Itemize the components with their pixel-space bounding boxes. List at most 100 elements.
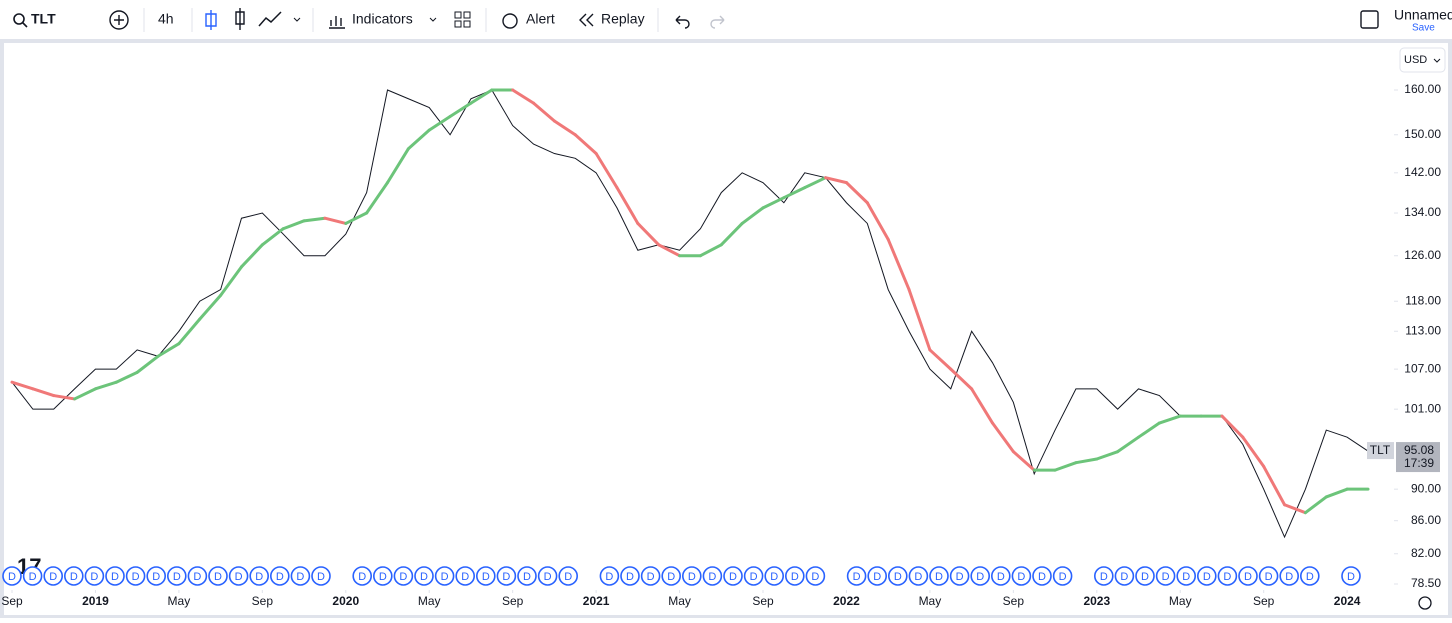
moving-average bbox=[1116, 435, 1141, 454]
symbol-search[interactable]: TLT bbox=[13, 11, 56, 28]
dividend-marker bbox=[187, 566, 208, 586]
search-icon bbox=[22, 22, 28, 28]
candles-icon[interactable] bbox=[205, 10, 217, 30]
dropdown[interactable] bbox=[429, 17, 437, 22]
moving-average bbox=[970, 387, 994, 425]
dividend-marker bbox=[1300, 566, 1320, 586]
interval[interactable]: 4h bbox=[158, 11, 174, 27]
moving-average bbox=[719, 221, 744, 247]
alert-icon bbox=[502, 13, 518, 29]
dividend-marker bbox=[475, 566, 496, 586]
moving-average bbox=[782, 186, 807, 200]
dividend-label: D bbox=[647, 571, 655, 583]
dividend-marker bbox=[743, 566, 764, 586]
dividend-label: D bbox=[544, 571, 552, 583]
x-tick-label: Sep bbox=[1, 594, 23, 608]
dividend-label: D bbox=[1182, 571, 1190, 583]
dividend-marker bbox=[1032, 566, 1052, 586]
moving-average bbox=[573, 133, 598, 156]
y-tick-label: 126.00 bbox=[1404, 248, 1441, 262]
dividend-label: D bbox=[688, 571, 696, 583]
dividend-marker bbox=[496, 566, 517, 586]
moving-average bbox=[1011, 450, 1036, 472]
dividend-label: D bbox=[1347, 571, 1355, 583]
dividend-marker bbox=[949, 566, 970, 586]
dividend-label: D bbox=[914, 571, 922, 583]
moving-average bbox=[281, 219, 306, 231]
moving-average bbox=[615, 186, 640, 225]
add-symbol[interactable] bbox=[109, 10, 129, 30]
undo[interactable] bbox=[675, 15, 690, 29]
moving-average bbox=[323, 216, 348, 225]
dropdown bbox=[1433, 58, 1441, 63]
x-tick-label: 2024 bbox=[1334, 594, 1361, 608]
y-tick-label: 107.00 bbox=[1404, 361, 1441, 375]
x-tick-label: 2023 bbox=[1083, 594, 1110, 608]
dividend-marker bbox=[146, 566, 166, 586]
moving-average bbox=[73, 387, 97, 401]
search-icon bbox=[13, 13, 25, 25]
dividend-label: D bbox=[976, 571, 984, 583]
dividend-label: D bbox=[729, 571, 737, 583]
dividend-marker bbox=[517, 566, 537, 586]
dividend-label: D bbox=[132, 571, 140, 583]
x-tick-label: Sep bbox=[502, 594, 524, 608]
y-tick-label: 101.00 bbox=[1404, 401, 1441, 415]
moving-average bbox=[949, 367, 974, 391]
moving-average bbox=[344, 211, 369, 225]
dividend-marker bbox=[1217, 566, 1238, 586]
layout-name[interactable]: Unnamed bbox=[1394, 7, 1452, 23]
currency-button[interactable] bbox=[1399, 47, 1446, 73]
y-tick-label: 160.00 bbox=[1404, 82, 1441, 96]
dividend-label: D bbox=[1244, 571, 1252, 583]
y-tick-label: 86.00 bbox=[1411, 513, 1441, 527]
moving-average bbox=[469, 88, 494, 105]
dividend-label: D bbox=[791, 571, 799, 583]
moving-average bbox=[865, 201, 890, 241]
dividend-label: D bbox=[214, 571, 222, 583]
dividend-marker bbox=[414, 566, 434, 586]
dividend-label: D bbox=[1100, 571, 1108, 583]
moving-average bbox=[824, 176, 848, 185]
dividend-label: D bbox=[1059, 571, 1067, 583]
moving-average bbox=[1053, 461, 1078, 472]
moving-average bbox=[803, 176, 828, 190]
moving-average bbox=[156, 342, 181, 358]
moving-average bbox=[1283, 503, 1307, 515]
alert[interactable]: Alert bbox=[526, 11, 555, 27]
replay[interactable]: Replay bbox=[601, 11, 645, 27]
dividend-marker bbox=[393, 566, 414, 586]
y-tick-label: 150.00 bbox=[1404, 127, 1441, 141]
moving-average bbox=[740, 206, 765, 225]
redo[interactable] bbox=[710, 15, 725, 29]
bars-icon[interactable] bbox=[235, 8, 245, 30]
indicators[interactable]: Indicators bbox=[352, 11, 413, 27]
dividend-marker bbox=[64, 566, 84, 586]
dividend-marker bbox=[249, 566, 270, 586]
dividend-marker bbox=[228, 566, 249, 586]
dividend-marker bbox=[372, 566, 393, 586]
dividend-marker bbox=[1052, 566, 1073, 586]
dividend-marker bbox=[1197, 566, 1217, 586]
dividend-label: D bbox=[564, 571, 572, 583]
dividend-label: D bbox=[708, 571, 716, 583]
dropdown[interactable] bbox=[293, 17, 301, 22]
moving-average bbox=[406, 128, 431, 151]
dividend-marker bbox=[1341, 566, 1361, 586]
settings[interactable] bbox=[1418, 596, 1432, 610]
x-tick-label: Sep bbox=[252, 594, 274, 608]
dividend-marker bbox=[22, 566, 43, 586]
dividend-marker bbox=[784, 566, 805, 586]
y-tick-label: 142.00 bbox=[1404, 165, 1441, 179]
save[interactable]: Save bbox=[1412, 23, 1435, 34]
moving-average bbox=[657, 243, 682, 258]
line-icon[interactable] bbox=[258, 11, 282, 27]
dividend-marker bbox=[125, 566, 146, 586]
dividend-marker bbox=[537, 566, 558, 586]
layout-box[interactable] bbox=[1360, 10, 1379, 29]
tag-value-box bbox=[1396, 442, 1440, 473]
layouts-icon[interactable] bbox=[454, 11, 471, 28]
currency: USD bbox=[1404, 54, 1427, 66]
dividend-label: D bbox=[276, 571, 284, 583]
